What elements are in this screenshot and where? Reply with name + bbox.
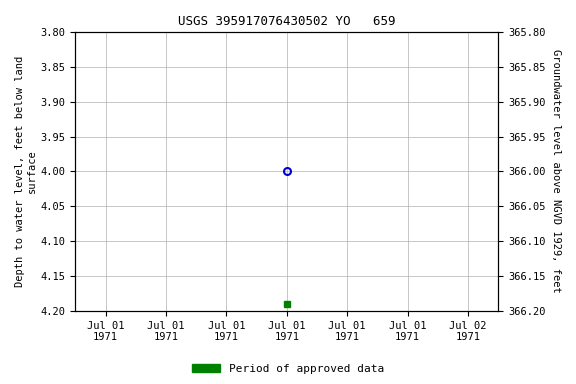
Y-axis label: Depth to water level, feet below land
surface: Depth to water level, feet below land su… (15, 56, 37, 287)
Y-axis label: Groundwater level above NGVD 1929, feet: Groundwater level above NGVD 1929, feet (551, 50, 561, 293)
Title: USGS 395917076430502 YO   659: USGS 395917076430502 YO 659 (178, 15, 396, 28)
Legend: Period of approved data: Period of approved data (188, 359, 388, 379)
